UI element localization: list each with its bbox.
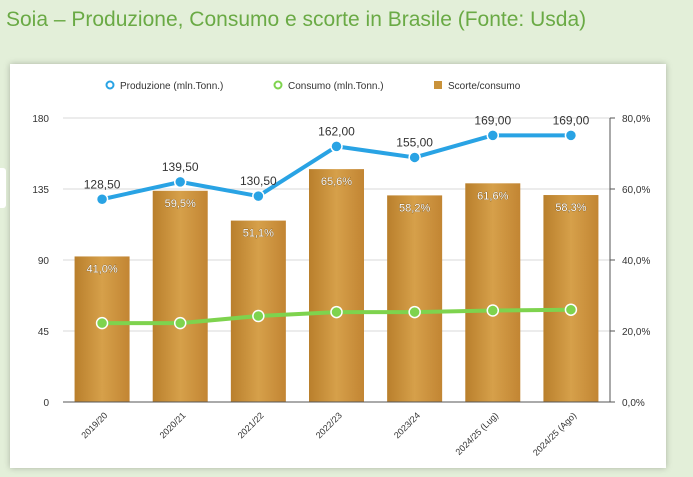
bar-scorte-consumo <box>387 195 443 402</box>
right-axis-tick-label: 40,0% <box>622 256 650 267</box>
bar-scorte-consumo <box>543 195 599 402</box>
produzione-point <box>486 129 500 142</box>
produzione-value-label: 162,00 <box>318 124 355 138</box>
x-axis-tick-label: 2024/25 (Lug) <box>453 410 500 457</box>
legend-scorte-consumo-label: Scorte/consumo <box>448 81 521 92</box>
legend-consumo-marker <box>273 80 283 90</box>
legend-produzione-marker <box>105 80 115 90</box>
chart-panel: Produzione (mln.Tonn.) Consumo (mln.Tonn.… <box>10 64 666 468</box>
left-axis-tick-label: 135 <box>32 185 49 196</box>
bar-value-label: 61,6% <box>477 190 508 202</box>
bars-scorte-consumo <box>74 169 599 402</box>
produzione-value-label: 155,00 <box>396 135 433 149</box>
slide-edge-mark <box>0 168 6 208</box>
bar-value-label: 41,0% <box>86 263 117 275</box>
x-axis-tick-label: 2019/20 <box>79 410 109 440</box>
bar-value-label: 58,2% <box>399 202 430 214</box>
produzione-value-label: 128,50 <box>84 177 121 191</box>
left-axis-tick-label: 45 <box>38 327 50 338</box>
lines <box>95 129 578 330</box>
produzione-value-label: 139,50 <box>162 160 199 174</box>
bar-scorte-consumo <box>152 190 208 402</box>
left-axis-tick-label: 90 <box>38 256 50 267</box>
left-axis-tick-label: 0 <box>43 398 49 409</box>
produzione-point <box>95 193 109 206</box>
produzione-value-label: 130,50 <box>240 174 277 188</box>
produzione-value-label: 169,00 <box>474 113 511 127</box>
x-axis-tick-label: 2021/22 <box>236 410 266 440</box>
consumo-point <box>564 303 578 316</box>
bar-scorte-consumo <box>309 169 364 402</box>
bar-value-label: 58,3% <box>555 202 586 214</box>
right-axis-tick-label: 60,0% <box>622 185 650 196</box>
chart: Produzione (mln.Tonn.) Consumo (mln.Tonn.… <box>32 80 650 458</box>
consumo-point <box>173 316 187 330</box>
legend-produzione-label: Produzione (mln.Tonn.) <box>120 81 223 92</box>
produzione-point <box>330 140 343 153</box>
x-axis-tick-label: 2024/25 (Ago) <box>531 410 578 457</box>
legend-scorte-consumo-marker <box>434 81 442 89</box>
produzione-point <box>173 175 187 189</box>
consumo-point <box>486 304 500 317</box>
page-title: Soia – Produzione, Consumo e scorte in B… <box>6 8 587 31</box>
consumo-point <box>330 305 343 319</box>
produzione-value-label: 169,00 <box>553 113 590 127</box>
left-axis-tick-label: 180 <box>32 114 49 125</box>
bar-value-label: 59,5% <box>165 198 196 210</box>
x-axis-tick-label: 2022/23 <box>314 410 344 440</box>
x-axis-tick-label: 2023/24 <box>392 410 422 440</box>
bar-scorte-consumo <box>465 183 521 402</box>
right-axis-tick-label: 80,0% <box>622 114 650 125</box>
legend-consumo-label: Consumo (mln.Tonn.) <box>288 81 384 92</box>
consumo-point <box>252 309 265 323</box>
consumo-point <box>408 305 421 319</box>
data-labels: 41,0% 59,5% 51,1% 65,6% 58,2% 61,6% 58,3% 128,5… <box>84 113 590 275</box>
bar-value-label: 51,1% <box>243 228 274 240</box>
produzione-point <box>408 151 421 164</box>
bar-value-label: 65,6% <box>321 176 352 188</box>
x-axis-tick-label: 2020/21 <box>158 410 188 440</box>
legend: Produzione (mln.Tonn.) Consumo (mln.Tonn.… <box>105 80 521 92</box>
right-axis-tick-label: 20,0% <box>622 327 650 338</box>
produzione-point <box>564 129 578 142</box>
produzione-point <box>252 189 265 203</box>
consumo-point <box>95 316 109 330</box>
right-axis-tick-label: 0,0% <box>622 398 645 409</box>
